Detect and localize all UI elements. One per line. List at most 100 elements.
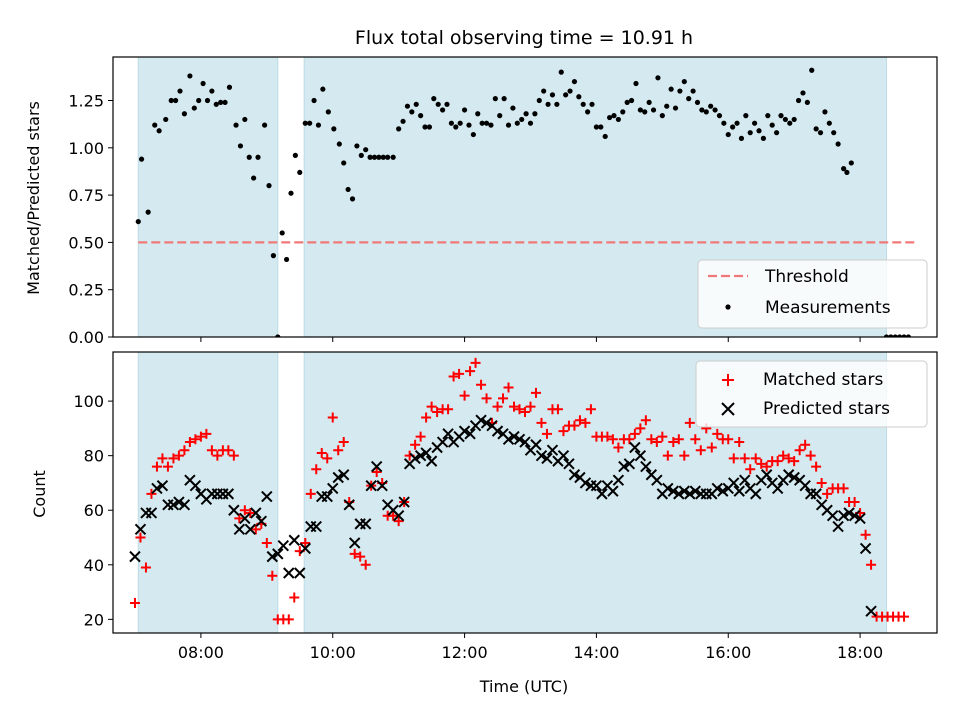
measurement-point [200, 80, 206, 87]
predicted-stars-marker [189, 479, 202, 492]
matched-stars-marker [794, 445, 805, 456]
predicted-stars-marker [255, 515, 268, 527]
measurement-point [426, 124, 433, 130]
matched-stars-marker [552, 404, 563, 415]
x-tick-label: 10:00 [310, 643, 356, 662]
measurement-point [598, 124, 604, 130]
measurement-point [721, 120, 727, 126]
matched-stars-marker [745, 464, 756, 475]
predicted-stars-marker [728, 477, 740, 489]
predicted-stars-marker [508, 430, 520, 443]
measurement-point [283, 256, 290, 263]
measurement-point [168, 97, 174, 104]
predicted-stars-marker [854, 512, 866, 525]
predicted-stars-marker [338, 469, 350, 481]
predicted-stars-marker [134, 523, 147, 536]
measurement-point [606, 114, 613, 121]
matched-stars-marker [712, 428, 723, 439]
matched-stars-marker [520, 407, 530, 418]
measurement-point [831, 130, 837, 136]
measurement-point [196, 97, 202, 104]
measurement-point [620, 109, 626, 115]
matched-stars-marker [811, 461, 822, 472]
measurement-point [804, 99, 810, 106]
predicted-stars-marker [277, 539, 290, 552]
measurement-point [646, 99, 652, 106]
measurement-point [664, 103, 670, 109]
measurement-point [844, 169, 850, 176]
matched-stars-marker [206, 445, 217, 456]
measurement-point [795, 97, 802, 104]
predicted-stars-marker [590, 479, 603, 492]
matched-stars-marker [734, 437, 745, 448]
measurement-point [571, 78, 578, 85]
matched-stars-marker [173, 450, 184, 461]
x-tick-label: 16:00 [705, 643, 751, 662]
matched-stars-marker [569, 420, 580, 431]
measurement-point [883, 334, 890, 337]
matched-stars-marker [289, 592, 300, 603]
matched-stars-marker [415, 431, 426, 442]
measurement-point [390, 154, 396, 160]
predicted-stars-marker [760, 469, 773, 481]
predicted-stars-marker [535, 449, 548, 462]
matched-stars-marker [756, 458, 767, 469]
measurement-point [422, 124, 428, 130]
measurement-point [708, 103, 714, 109]
predicted-stars-marker [365, 479, 377, 492]
matched-stars-marker [607, 434, 618, 445]
matched-stars-marker [476, 379, 487, 390]
measurement-point [475, 111, 481, 117]
matched-stars-marker [602, 431, 613, 442]
matched-stars-marker [250, 524, 261, 535]
measurement-point [325, 109, 331, 115]
predicted-stars-marker [859, 542, 872, 555]
upper-y-axis-label: Matched/Predicted stars [24, 101, 43, 295]
matched-stars-marker [300, 537, 311, 548]
predicted-stars-marker [156, 479, 169, 492]
matched-stars-marker [695, 445, 706, 456]
matched-stars-marker [541, 428, 552, 439]
matched-stars-marker [234, 513, 245, 524]
measurement-point [769, 122, 775, 128]
predicted-stars-marker [711, 482, 723, 495]
predicted-stars-marker [634, 449, 647, 462]
measurement-point [163, 116, 169, 123]
predicted-stars-marker [689, 485, 702, 497]
measurement-point [156, 128, 162, 134]
measurement-point [187, 73, 193, 79]
predicted-stars-marker [865, 605, 877, 617]
matched-stars-marker [574, 415, 585, 426]
measurement-point [897, 334, 903, 337]
predicted-stars-marker [612, 474, 625, 486]
matched-stars-marker [184, 437, 195, 448]
predicted-stars-marker [233, 523, 246, 536]
measurement-point [488, 122, 494, 128]
measurement-point [593, 124, 600, 130]
predicted-stars-marker [272, 548, 284, 560]
measurement-point [809, 67, 815, 73]
predicted-stars-marker [425, 455, 438, 467]
measurement-point [659, 113, 665, 119]
predicted-stars-marker [513, 433, 526, 446]
measurement-point [650, 107, 657, 113]
matched-stars-marker [179, 445, 190, 456]
measurement-point [341, 160, 347, 166]
measurement-point [367, 154, 373, 160]
matched-stars-marker [800, 439, 811, 450]
matched-stars-marker [201, 428, 212, 439]
y-tick-label: 1.00 [68, 139, 104, 158]
matched-stars-marker [805, 450, 816, 461]
y-tick-label: 100 [73, 392, 104, 411]
predicted-stars-marker [579, 477, 592, 489]
measurement-point [668, 86, 674, 92]
predicted-stars-marker [739, 474, 751, 486]
measurement-point [633, 80, 639, 87]
legend-measurement-label: Measurements [765, 298, 891, 318]
measurement-point [826, 120, 832, 126]
measurement-point [536, 97, 542, 104]
matched-stars-marker [783, 453, 794, 464]
measurement-point [448, 120, 454, 126]
matched-stars-marker [388, 510, 399, 521]
predicted-stars-marker [684, 488, 696, 500]
